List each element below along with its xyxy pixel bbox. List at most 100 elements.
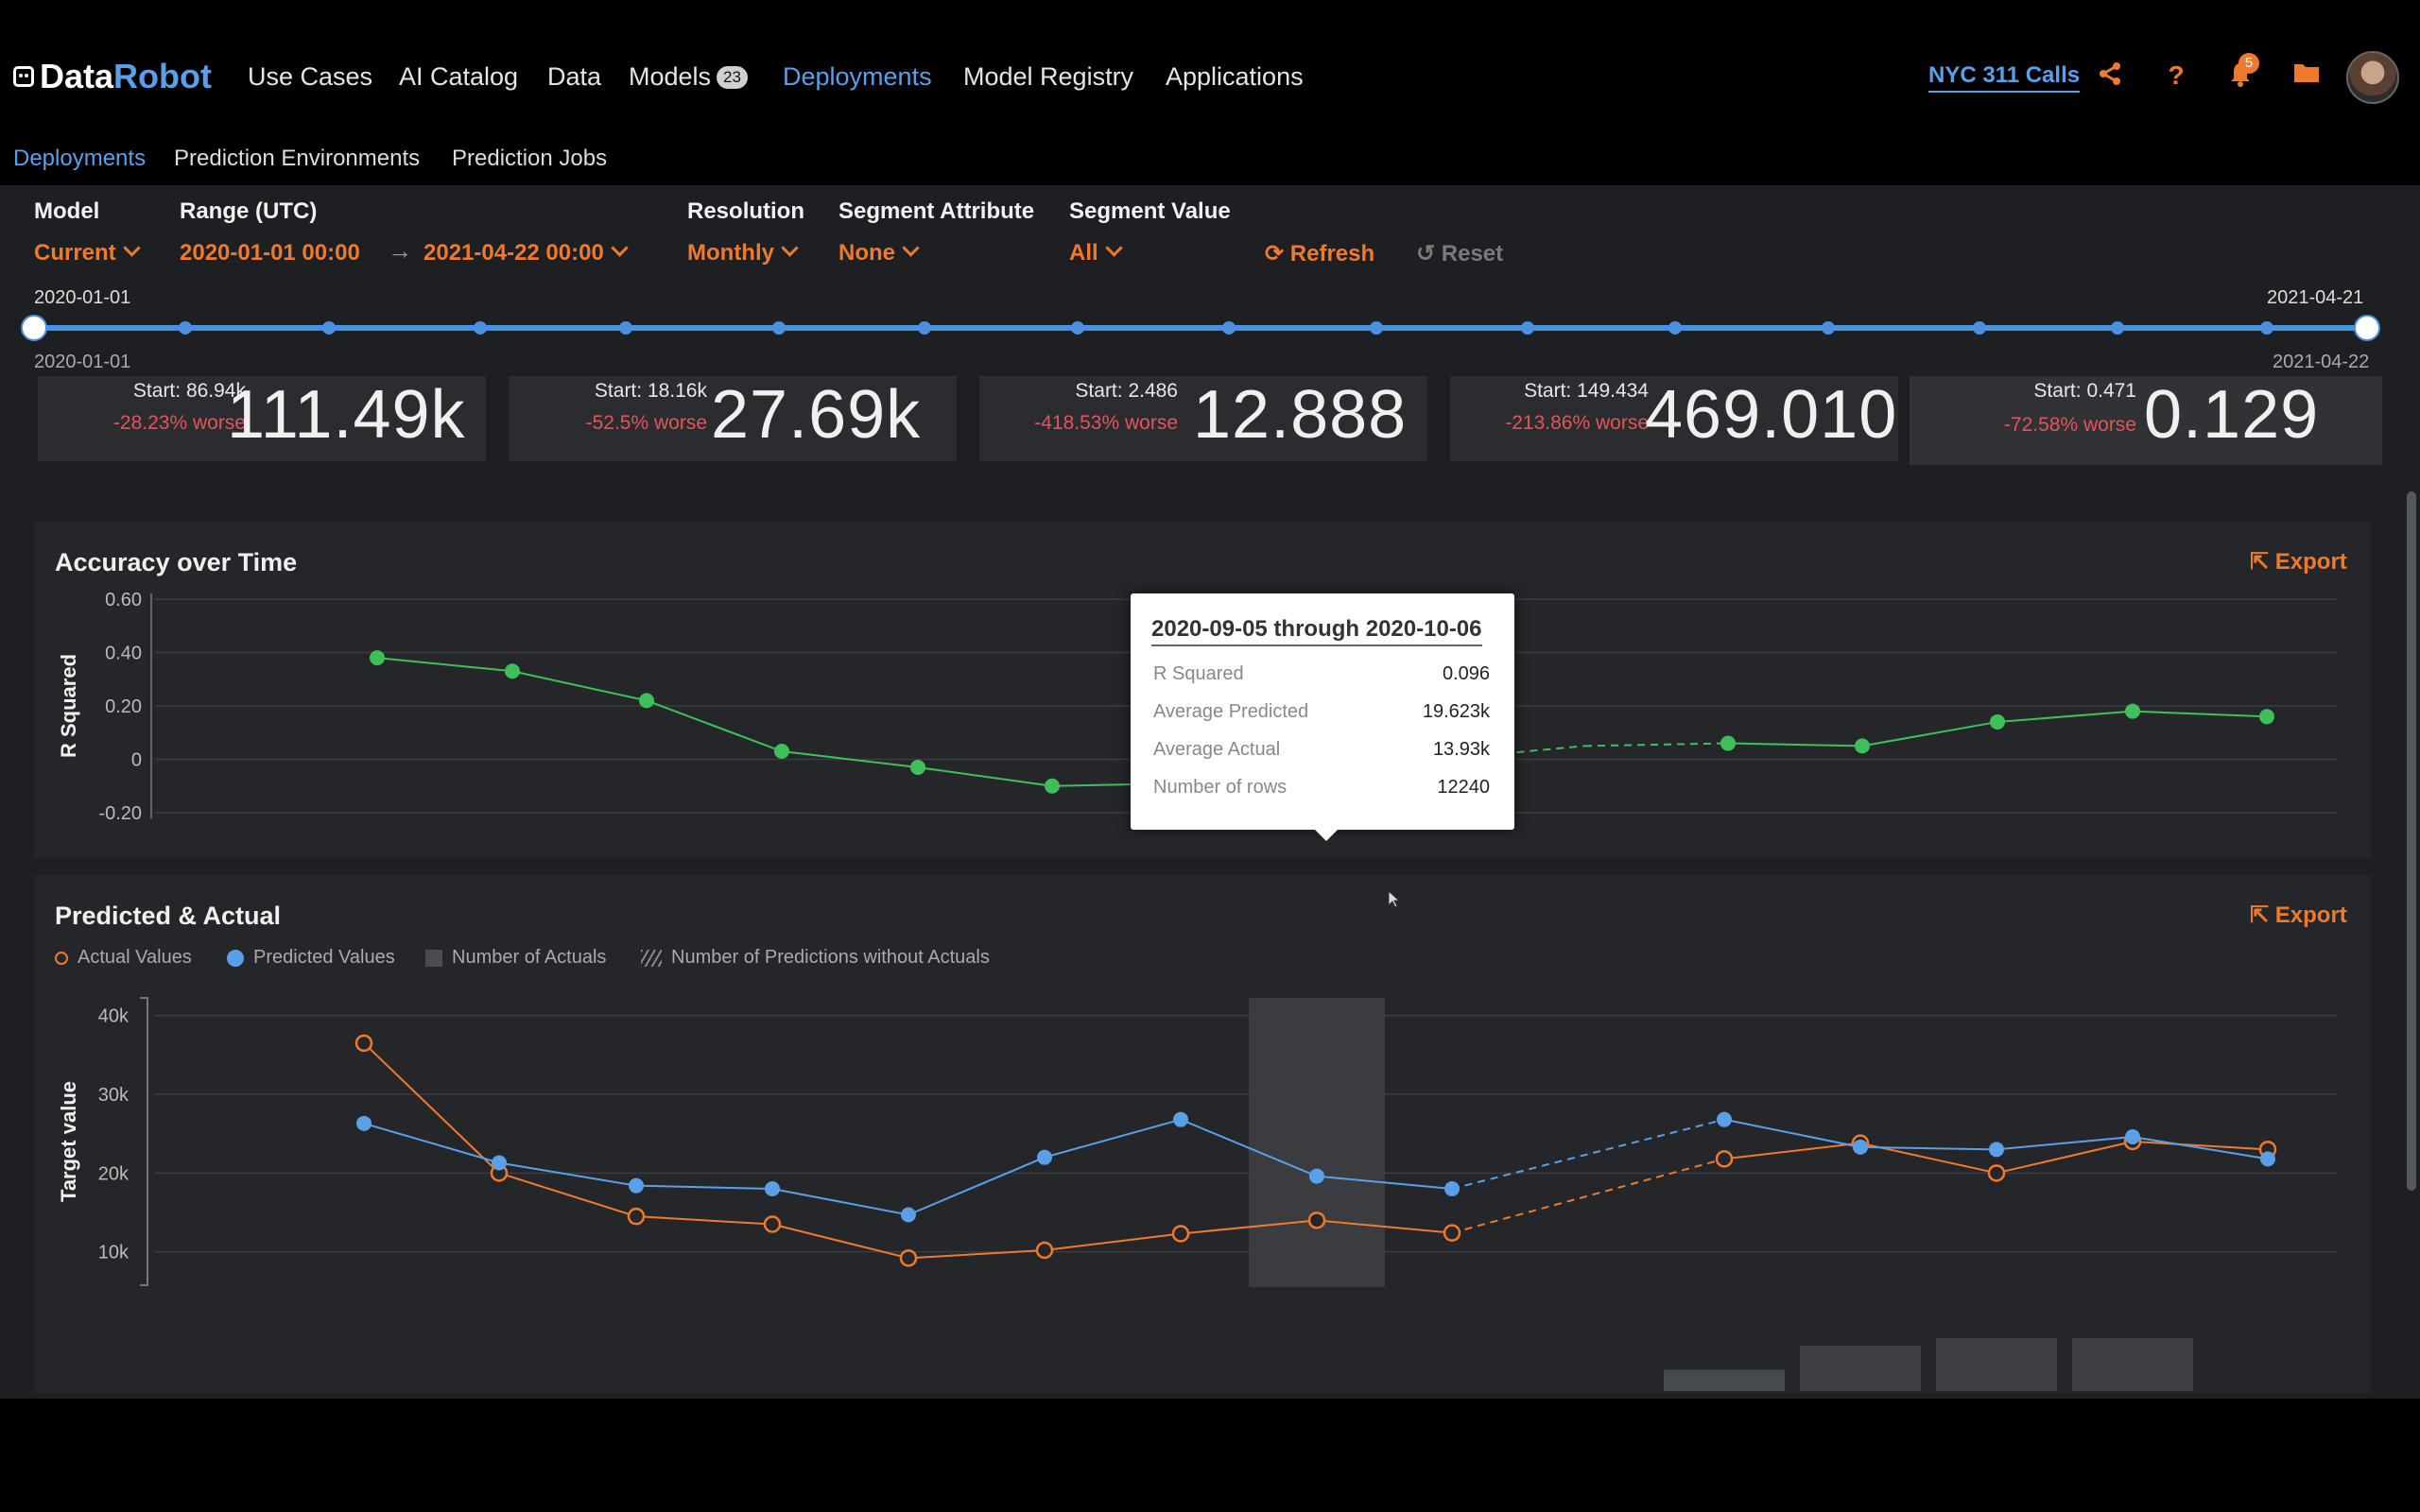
export-icon: ⇱ <box>2250 902 2270 928</box>
slider-start-handle[interactable] <box>21 315 47 341</box>
nav-models[interactable]: Models 23 <box>629 62 748 92</box>
accuracy-line-segment <box>917 765 1053 787</box>
segment-value-dropdown[interactable]: All <box>1069 239 1123 266</box>
predicted-point <box>1853 1139 1868 1155</box>
y-tick-label: -0.20 <box>98 803 142 824</box>
date-range-slider[interactable] <box>34 325 2367 331</box>
predicted-line-segment <box>1316 1175 1453 1190</box>
metric-change: -52.5% worse <box>585 412 707 434</box>
accuracy-line-segment <box>1861 720 1998 747</box>
metric-card-selected[interactable]: Start: 0.471 -72.58% worse 0.129 <box>1910 376 2382 465</box>
nav-deployments[interactable]: Deployments <box>783 62 932 91</box>
slider-tick[interactable] <box>474 321 487 335</box>
resolution-dropdown[interactable]: Monthly <box>687 239 799 266</box>
legend-predicted-values[interactable]: Predicted Values <box>227 947 395 969</box>
datarobot-logo[interactable]: Data Robot <box>13 57 212 96</box>
slider-max-date: 2021-04-22 <box>2273 352 2370 372</box>
predicted-point <box>1173 1111 1188 1127</box>
model-filter-dropdown[interactable]: Current <box>34 239 141 266</box>
metric-start: Start: 86.94k <box>132 380 246 402</box>
metric-change: -213.86% worse <box>1505 412 1649 434</box>
metric-card: Start: 18.16k -52.5% worse 27.69k <box>509 376 957 461</box>
range-filter-label: Range (UTC) <box>180 198 318 224</box>
tooltip-row-label: R Squared <box>1153 663 1244 684</box>
slider-tick[interactable] <box>1071 321 1084 335</box>
folder-icon[interactable] <box>2291 60 2322 91</box>
slider-tick[interactable] <box>179 321 192 335</box>
nav-applications[interactable]: Applications <box>1166 62 1304 91</box>
range-end-value: 2021-04-22 00:00 <box>424 240 604 266</box>
project-link[interactable]: NYC 311 Calls <box>1928 62 2081 93</box>
slider-end-handle[interactable] <box>2354 315 2380 341</box>
slider-tick[interactable] <box>1222 321 1236 335</box>
predicted-line-segment <box>498 1161 637 1187</box>
y-tick-label: 0 <box>131 750 142 771</box>
slider-tick[interactable] <box>1668 321 1682 335</box>
range-end-picker[interactable]: 2021-04-22 00:00 <box>424 239 629 266</box>
predicted-point <box>1444 1181 1460 1196</box>
range-start-picker[interactable]: 2020-01-01 00:00 <box>180 240 360 266</box>
accuracy-line-segment <box>781 750 919 768</box>
y-tick-label: 40k <box>98 1006 130 1027</box>
tooltip-row-value: 0.096 <box>1442 663 1490 684</box>
reset-icon: ↺ <box>1416 241 1436 266</box>
refresh-icon: ⟳ <box>1265 241 1285 266</box>
actual-point <box>1987 1164 2006 1182</box>
chevron-down-icon <box>781 239 799 257</box>
refresh-button[interactable]: ⟳ Refresh <box>1265 240 1374 267</box>
nav-ai-catalog[interactable]: AI Catalog <box>399 62 519 91</box>
subnav-deployments[interactable]: Deployments <box>13 146 147 171</box>
predicted-export-button[interactable]: ⇱ Export <box>2250 902 2347 929</box>
logo-text-robot: Robot <box>113 57 212 95</box>
user-avatar[interactable] <box>2346 51 2399 104</box>
model-filter-label: Model <box>34 198 100 224</box>
slider-tick[interactable] <box>2111 321 2124 335</box>
slider-tick[interactable] <box>322 321 336 335</box>
metric-card: Start: 2.486 -418.53% worse 12.888 <box>979 376 1427 461</box>
legend-actual-values[interactable]: Actual Values <box>55 947 192 969</box>
predicted-actual-chart: 40k 30k 20k 10k Target value <box>57 997 2337 1391</box>
help-icon[interactable]: ? <box>2168 60 2185 90</box>
tooltip-title: 2020-09-05 through 2020-10-06 <box>1151 616 1482 646</box>
reset-button[interactable]: ↺ Reset <box>1416 240 1503 267</box>
slider-tick[interactable] <box>1521 321 1534 335</box>
predicted-point <box>356 1115 372 1131</box>
tooltip-row-label: Average Actual <box>1153 739 1281 760</box>
y-tick-label: 0.40 <box>105 644 142 664</box>
nav-model-registry[interactable]: Model Registry <box>963 62 1134 91</box>
slider-tick[interactable] <box>918 321 931 335</box>
nav-data[interactable]: Data <box>547 62 602 91</box>
accuracy-point <box>1990 713 2005 730</box>
subnav-prediction-jobs[interactable]: Prediction Jobs <box>452 146 608 171</box>
metric-value: 12.888 <box>1193 377 1408 453</box>
metric-start: Start: 149.434 <box>1524 380 1649 402</box>
slider-tick[interactable] <box>1973 321 1986 335</box>
nav-use-cases[interactable]: Use Cases <box>248 62 373 91</box>
predicted-actual-title: Predicted & Actual <box>55 902 282 930</box>
accuracy-tooltip: 2020-09-05 through 2020-10-06 R Squared 0… <box>1131 593 1514 841</box>
subnav-prediction-environments[interactable]: Prediction Environments <box>174 146 421 171</box>
actual-line-segment <box>1044 1232 1182 1251</box>
predicted-line-segment <box>363 1122 500 1164</box>
hatch-marker-icon <box>641 949 662 967</box>
accuracy-export-button[interactable]: ⇱ Export <box>2250 548 2347 576</box>
legend-number-of-actuals[interactable]: Number of Actuals <box>425 947 606 969</box>
accuracy-point <box>2259 709 2274 725</box>
y-axis-label: R Squared <box>57 654 80 758</box>
page-scrollbar[interactable] <box>2407 491 2416 1191</box>
legend-predictions-without-actuals[interactable]: Number of Predictions without Actuals <box>641 947 990 969</box>
slider-tick[interactable] <box>1370 321 1383 335</box>
share-icon[interactable] <box>2095 60 2125 91</box>
actual-line-segment <box>1723 1142 1861 1160</box>
slider-tick[interactable] <box>1822 321 1835 335</box>
chevron-down-icon <box>611 239 629 257</box>
resolution-label: Resolution <box>687 198 804 224</box>
segment-attribute-dropdown[interactable]: None <box>838 239 920 266</box>
actual-point <box>1307 1211 1326 1229</box>
slider-tick[interactable] <box>772 321 786 335</box>
top-navigation: Data Robot Use Cases AI Catalog Data Mode… <box>0 0 2420 121</box>
slider-start-date: 2020-01-01 <box>34 287 131 308</box>
actual-point <box>1443 1224 1461 1242</box>
slider-tick[interactable] <box>2260 321 2273 335</box>
slider-tick[interactable] <box>619 321 632 335</box>
